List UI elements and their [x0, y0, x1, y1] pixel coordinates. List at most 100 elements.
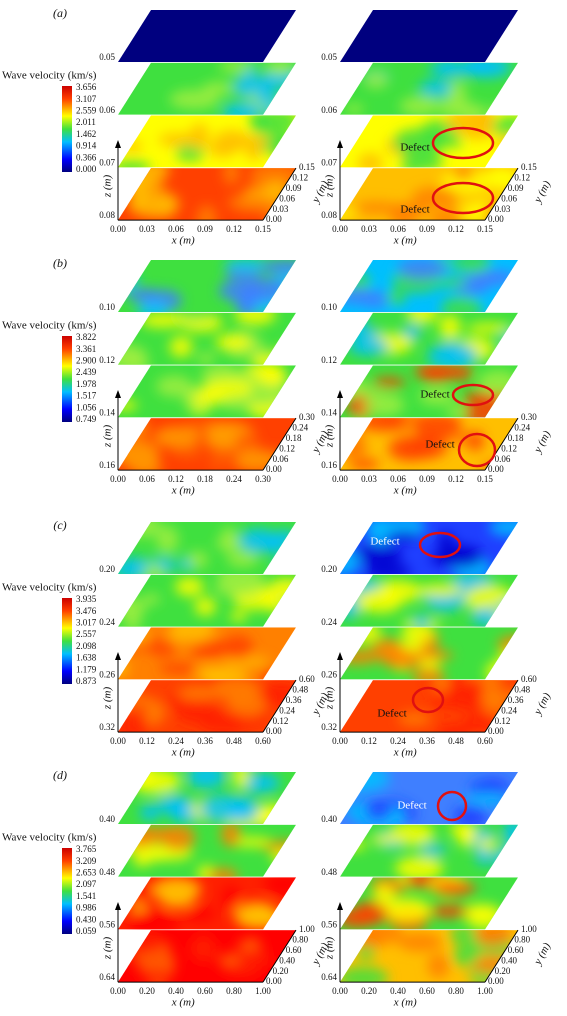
y-tick-label: 0.24 [514, 423, 530, 433]
x-axis-label: x (m) [393, 235, 417, 247]
blob [371, 638, 403, 661]
blob [183, 906, 217, 922]
blob [196, 205, 217, 221]
y-tick-label: 0.40 [501, 955, 517, 965]
blob [496, 133, 518, 158]
blob [429, 904, 469, 918]
y-tick-label: 0.24 [501, 705, 517, 715]
colorbar-tick-label: 0.986 [76, 903, 97, 913]
blob [502, 824, 518, 847]
blob [217, 574, 266, 589]
x-tick-label: 1.00 [477, 986, 493, 996]
blob [357, 152, 384, 168]
slice [118, 772, 296, 824]
z-axis-label: z (m) [102, 687, 114, 711]
x-tick-label: 0.00 [110, 986, 126, 996]
z-axis-label: z (m) [324, 937, 336, 961]
colorbar-tick-label: 2.098 [76, 641, 97, 651]
blob [118, 934, 139, 948]
panel-label: (b) [53, 256, 67, 270]
colorbar-tick-label: 1.541 [76, 891, 96, 901]
y-tick-label: 0.00 [266, 976, 282, 986]
blob [397, 932, 443, 952]
blob [413, 418, 462, 439]
colorbar [62, 598, 72, 684]
blob [348, 458, 380, 470]
y-tick-label: 0.12 [501, 443, 517, 453]
y-tick-label: 0.09 [508, 183, 524, 193]
z-arrow [115, 652, 121, 660]
blob [344, 103, 364, 115]
colorbar-tick-label: 3.935 [76, 594, 97, 604]
y-tick-label: 0.30 [521, 412, 537, 422]
blob [232, 772, 250, 789]
blob [356, 945, 376, 960]
z-tick-label: 0.40 [99, 814, 115, 824]
y-axis [262, 679, 297, 733]
blob [153, 426, 202, 448]
blob [502, 330, 518, 350]
blob [427, 953, 450, 979]
blob [466, 322, 511, 333]
blob [436, 277, 469, 288]
colorbar [62, 86, 72, 172]
colorbar-tick-label: 0.914 [76, 141, 97, 151]
y-axis-label: y (m) [531, 179, 553, 206]
blob [251, 115, 296, 135]
blob [207, 867, 239, 877]
colorbar-tick-label: 3.209 [76, 856, 97, 866]
z-tick-label: 0.26 [99, 669, 115, 679]
colorbar-title: Wave velocity (km/s) [2, 832, 97, 844]
z-tick-label: 0.48 [321, 867, 337, 877]
blob [403, 324, 421, 340]
blob [440, 295, 483, 312]
blob [222, 634, 254, 661]
blob [354, 201, 400, 214]
z-tick-label: 0.26 [321, 669, 337, 679]
x-tick-label: 0.06 [168, 224, 184, 234]
blob [460, 103, 488, 115]
blob [359, 587, 403, 614]
colorbar-tick-label: 1.978 [76, 379, 97, 389]
z-arrow [337, 390, 343, 398]
x-tick-label: 0.12 [226, 224, 242, 234]
x-tick-label: 0.80 [448, 986, 464, 996]
x-tick-label: 0.36 [197, 736, 213, 746]
blob [235, 290, 257, 312]
blob [207, 455, 232, 468]
x-tick-label: 0.15 [477, 224, 493, 234]
blob [432, 680, 451, 694]
blob [128, 909, 180, 930]
blob [431, 694, 448, 708]
slice [118, 312, 296, 365]
x-tick-label: 0.40 [168, 986, 184, 996]
z-arrow [115, 140, 121, 148]
defect-marker [431, 181, 495, 215]
blob [401, 627, 434, 644]
x-tick-label: 0.15 [255, 224, 271, 234]
blob [227, 694, 267, 717]
x-tick-label: 0.09 [419, 224, 435, 234]
x-axis-label: x (m) [171, 235, 195, 247]
z-arrow [337, 140, 343, 148]
blob [499, 848, 516, 868]
blob [340, 593, 359, 620]
colorbar-tick-label: 0.749 [76, 414, 97, 424]
slice [340, 877, 518, 930]
z-tick-label: 0.20 [99, 564, 115, 574]
y-tick-label: 0.12 [273, 716, 289, 726]
blob [227, 193, 270, 212]
defect-label: Defect [420, 389, 449, 401]
colorbar-tick-label: 0.000 [76, 164, 97, 174]
slice [118, 930, 296, 983]
x-tick-label: 0.09 [419, 474, 435, 484]
y-tick-label: 0.12 [292, 173, 308, 183]
blob [158, 883, 196, 908]
z-tick-label: 0.05 [99, 52, 115, 62]
z-tick-label: 0.56 [321, 919, 337, 929]
x-tick-label: 0.00 [332, 474, 348, 484]
y-tick-label: 0.60 [286, 945, 302, 955]
blob [340, 649, 381, 665]
blob [189, 639, 230, 659]
